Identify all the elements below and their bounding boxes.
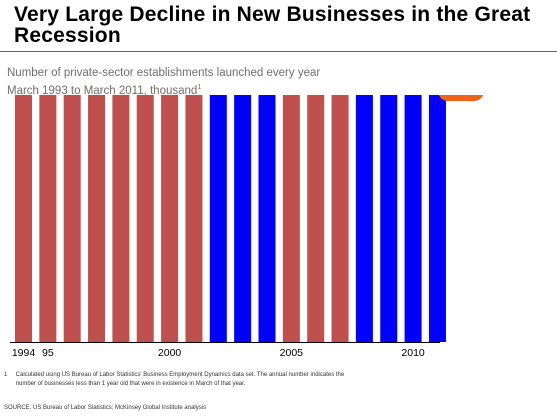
bar-2011 [428, 95, 446, 343]
chart-unit-line: March 1993 to March 2011, thousand1 [7, 81, 201, 98]
bar-2004 [258, 95, 276, 342]
bar-1995 [39, 95, 57, 343]
bar-chart: 5505845886156106106346316126096036336676… [10, 95, 484, 359]
chart-unit-text: March 1993 to March 2011, thousand [7, 84, 198, 97]
footnote-text: 1 Calculated using US Bureau of Labor St… [4, 372, 345, 387]
x-tick-label-2000: 2000 [158, 347, 182, 359]
bar-1998 [112, 95, 130, 342]
decline-badge-label: -23% [449, 95, 472, 97]
bar-1996 [63, 95, 81, 343]
x-tick-label-2005: 2005 [280, 347, 304, 359]
bar-2008 [355, 95, 373, 342]
bar-2000 [161, 95, 179, 343]
chart-title: Very Large Decline in New Businesses in … [14, 3, 531, 47]
bar-1997 [88, 95, 106, 342]
bar-1999 [136, 95, 154, 342]
bar-2006 [307, 95, 325, 342]
bar-2001 [185, 95, 203, 342]
title-divider [0, 51, 557, 52]
bar-1994 [15, 95, 32, 342]
x-tick-label-95: 95 [42, 347, 54, 359]
bar-2003 [234, 95, 252, 342]
x-tick-label-1994: 1994 [12, 347, 36, 359]
footnote-marker: 1 [197, 84, 202, 91]
bar-2002 [209, 95, 227, 342]
x-tick-label-2010: 2010 [401, 347, 425, 359]
source-text: SOURCE: US Bureau of Labor Statistics; M… [4, 405, 207, 411]
bar-2009 [380, 95, 398, 342]
decline-badge [438, 95, 484, 101]
bar-2010 [404, 95, 422, 342]
chart-subtitle: Number of private-sector establishments … [7, 67, 321, 79]
bar-2007 [331, 95, 349, 343]
bar-2005 [282, 95, 300, 343]
